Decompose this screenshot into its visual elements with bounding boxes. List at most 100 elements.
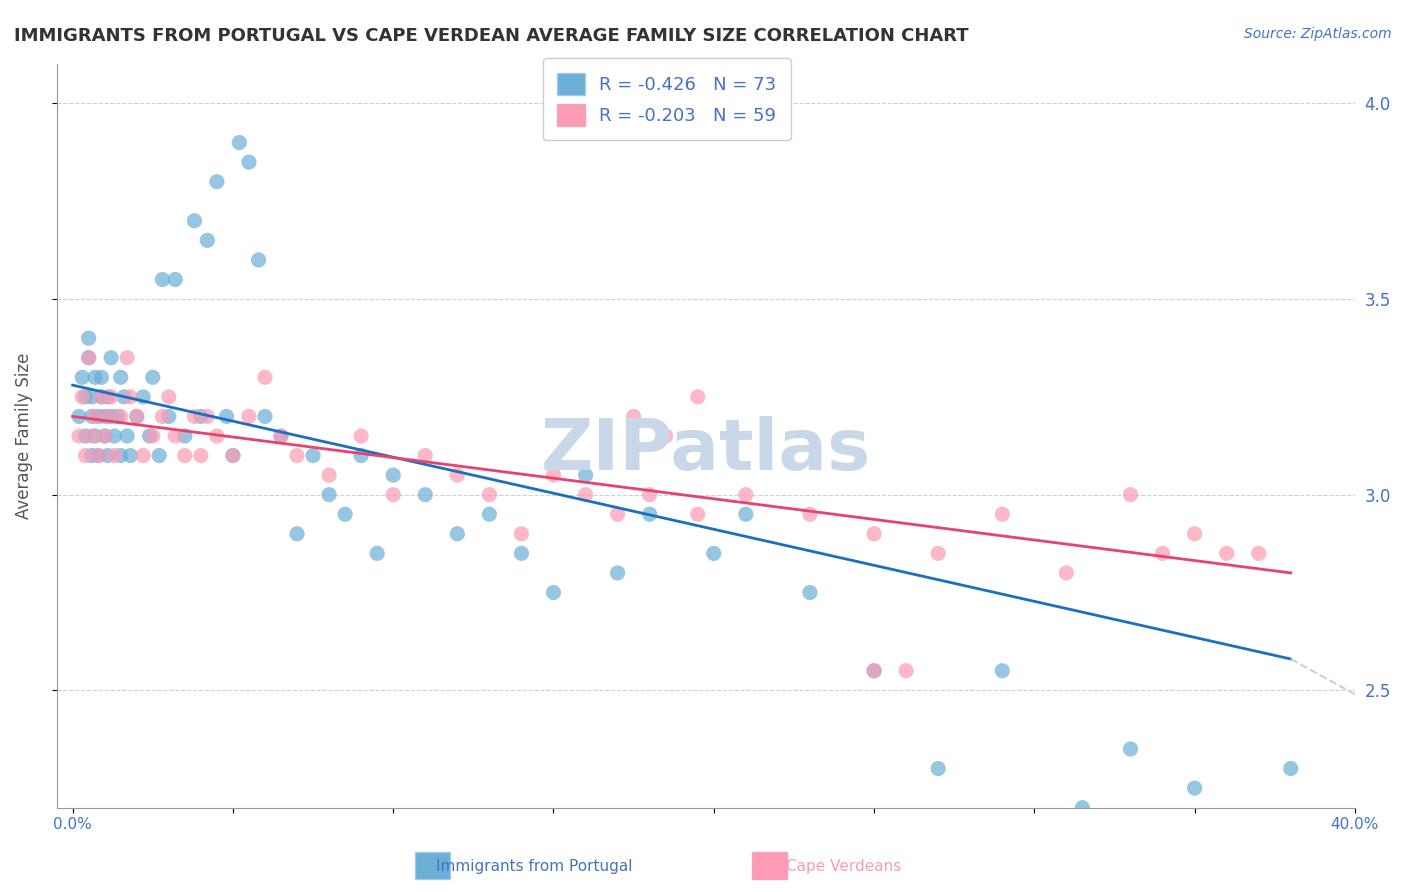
Point [734, 508, 756, 522]
Point [190, 449, 212, 463]
Legend: R = -0.426   N = 73, R = -0.203   N = 59: R = -0.426 N = 73, R = -0.203 N = 59 [543, 59, 790, 140]
Text: Source: ZipAtlas.com: Source: ZipAtlas.com [1244, 27, 1392, 41]
Point [80, 449, 103, 463]
Point [1215, 546, 1237, 560]
Point [318, 468, 340, 483]
Point [222, 449, 245, 463]
Point [157, 390, 180, 404]
Point [157, 409, 180, 424]
Y-axis label: Average Family Size: Average Family Size [15, 353, 32, 519]
Point [863, 664, 886, 678]
Point [270, 429, 292, 443]
Point [510, 546, 533, 560]
Point [222, 449, 245, 463]
Point [90, 390, 112, 404]
Point [991, 664, 1014, 678]
Point [173, 429, 195, 443]
Point [80, 390, 103, 404]
Point [446, 526, 468, 541]
Point [100, 409, 122, 424]
Point [75, 390, 97, 404]
Point [543, 585, 565, 599]
Point [413, 488, 436, 502]
Point [90, 390, 112, 404]
Point [84, 370, 107, 384]
Point [93, 409, 115, 424]
Point [190, 409, 212, 424]
Point [1184, 781, 1206, 796]
Point [270, 429, 292, 443]
Point [253, 409, 276, 424]
Point [77, 351, 100, 365]
Point [205, 429, 228, 443]
Point [574, 468, 596, 483]
Point [148, 449, 170, 463]
FancyBboxPatch shape [752, 852, 787, 879]
Point [87, 449, 110, 463]
Point [87, 409, 110, 424]
Point [382, 468, 405, 483]
Point [302, 449, 325, 463]
Point [863, 526, 886, 541]
Text: IMMIGRANTS FROM PORTUGAL VS CAPE VERDEAN AVERAGE FAMILY SIZE CORRELATION CHART: IMMIGRANTS FROM PORTUGAL VS CAPE VERDEAN… [14, 27, 969, 45]
Point [67, 429, 90, 443]
Point [205, 175, 228, 189]
Point [87, 449, 110, 463]
Point [623, 409, 645, 424]
Point [173, 449, 195, 463]
Point [318, 488, 340, 502]
Point [228, 136, 250, 150]
Point [253, 370, 276, 384]
Point [195, 409, 218, 424]
Point [238, 409, 260, 424]
Point [120, 449, 142, 463]
Point [927, 762, 949, 776]
Point [478, 488, 501, 502]
Point [77, 351, 100, 365]
Point [77, 331, 100, 345]
Point [446, 468, 468, 483]
Point [285, 526, 308, 541]
Point [638, 488, 661, 502]
Point [1119, 488, 1142, 502]
Point [67, 409, 90, 424]
Point [132, 390, 155, 404]
Point [1184, 526, 1206, 541]
Point [115, 429, 138, 443]
Point [112, 390, 135, 404]
Point [165, 429, 187, 443]
Point [215, 409, 238, 424]
Point [80, 409, 103, 424]
Point [686, 390, 709, 404]
Point [72, 390, 94, 404]
Point [991, 508, 1014, 522]
Point [1247, 546, 1270, 560]
Point [138, 429, 160, 443]
Point [1071, 800, 1094, 814]
Point [152, 272, 174, 286]
Point [84, 409, 107, 424]
Point [75, 449, 97, 463]
Point [799, 585, 821, 599]
Point [606, 508, 628, 522]
Point [285, 449, 308, 463]
Point [413, 449, 436, 463]
Point [93, 429, 115, 443]
Point [510, 526, 533, 541]
Text: ZIPatlas: ZIPatlas [541, 417, 870, 485]
Point [103, 429, 125, 443]
Point [574, 488, 596, 502]
Point [927, 546, 949, 560]
Point [110, 370, 132, 384]
Point [247, 252, 270, 267]
Point [703, 546, 725, 560]
Point [1054, 566, 1077, 580]
Point [100, 390, 122, 404]
Point [107, 409, 129, 424]
Point [350, 449, 373, 463]
FancyBboxPatch shape [415, 852, 450, 879]
Point [142, 370, 165, 384]
Point [110, 449, 132, 463]
Point [734, 488, 756, 502]
Point [1119, 742, 1142, 756]
